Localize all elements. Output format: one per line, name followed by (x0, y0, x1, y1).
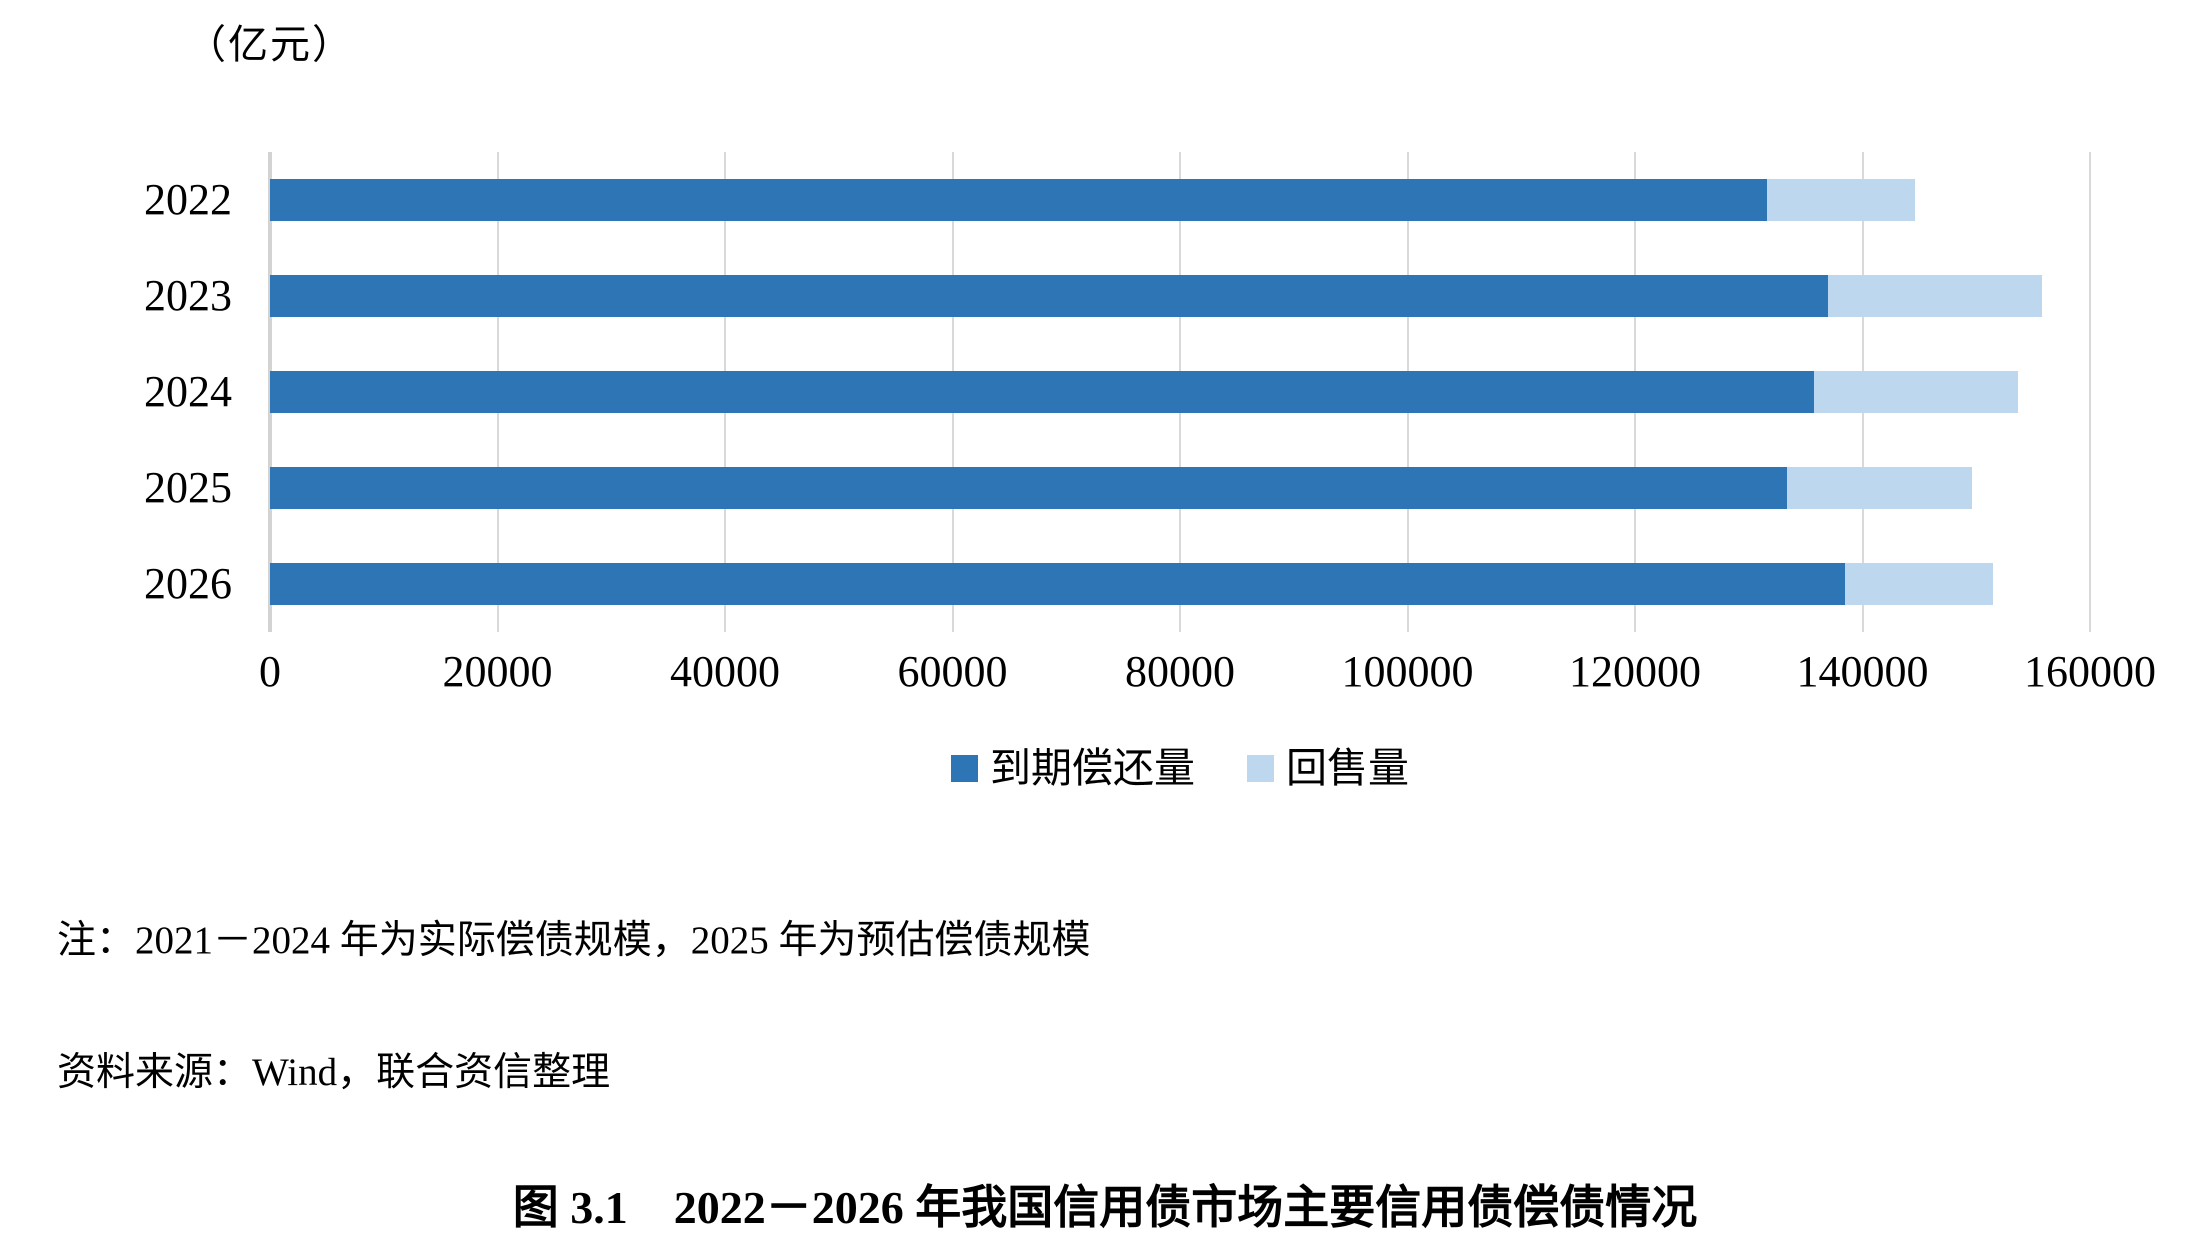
y-axis-labels: 2022 2023 2024 2025 2026 (0, 152, 232, 632)
x-axis-tick-label: 60000 (897, 647, 1008, 696)
bar-segment-2025-series2 (1787, 467, 1972, 509)
x-axis-tick-label: 40000 (670, 647, 780, 696)
chart-source: 资料来源：Wind，联合资信整理 (57, 1051, 611, 1094)
x-axis-labels: 0 20000 40000 60000 80000 100000 120000 140000 1… (259, 647, 2156, 710)
x-axis-tick-label: 80000 (1125, 647, 1235, 696)
legend-item: 到期偿还量 (951, 748, 1195, 789)
x-axis-tick-label: 160000 (2024, 647, 2156, 696)
x-axis-tick-label: 0 (259, 647, 281, 696)
y-axis-tick-label: 2026 (144, 559, 232, 608)
legend-label: 到期偿还量 (990, 745, 1195, 791)
x-axis-tick-label: 120000 (1569, 647, 1701, 696)
bar-segment-2024-series2 (1813, 371, 2019, 413)
chart-note: 注：2021－2024 年为实际偿债规模，2025 年为预估偿债规模 (57, 919, 1091, 962)
plot-area (268, 152, 2091, 632)
bar-segment-2024-series1 (270, 371, 1814, 413)
legend-swatch-icon (951, 755, 978, 782)
legend-item: 回售量 (1247, 748, 1409, 789)
bar-segment-2022-series1 (270, 179, 1767, 221)
axis-unit-label: （亿元） (186, 22, 354, 67)
bar-segment-2026-series1 (270, 563, 1846, 605)
bar-segment-2026-series2 (1845, 563, 1994, 605)
legend-label: 回售量 (1286, 745, 1409, 791)
y-axis-tick-label: 2022 (144, 175, 232, 224)
legend-swatch-icon (1247, 755, 1274, 782)
bar-segment-2023-series1 (270, 275, 1829, 317)
gridline (2089, 152, 2091, 632)
bar-segment-2023-series2 (1828, 275, 2043, 317)
bar-segment-2025-series1 (270, 467, 1788, 509)
chart-legend: 到期偿还量 回售量 (270, 748, 2090, 789)
x-axis-tick-label: 140000 (1796, 647, 1929, 696)
y-axis-tick-label: 2025 (144, 463, 232, 512)
y-axis-tick-label: 2023 (144, 271, 232, 320)
figure-caption: 图 3.1 2022－2026 年我国信用债市场主要信用债偿债情况 (512, 1182, 1698, 1233)
y-axis-tick-label: 2024 (144, 367, 232, 416)
bar-segment-2022-series2 (1766, 179, 1915, 221)
x-axis-tick-label: 100000 (1341, 647, 1474, 696)
x-axis-tick-label: 20000 (442, 647, 553, 696)
